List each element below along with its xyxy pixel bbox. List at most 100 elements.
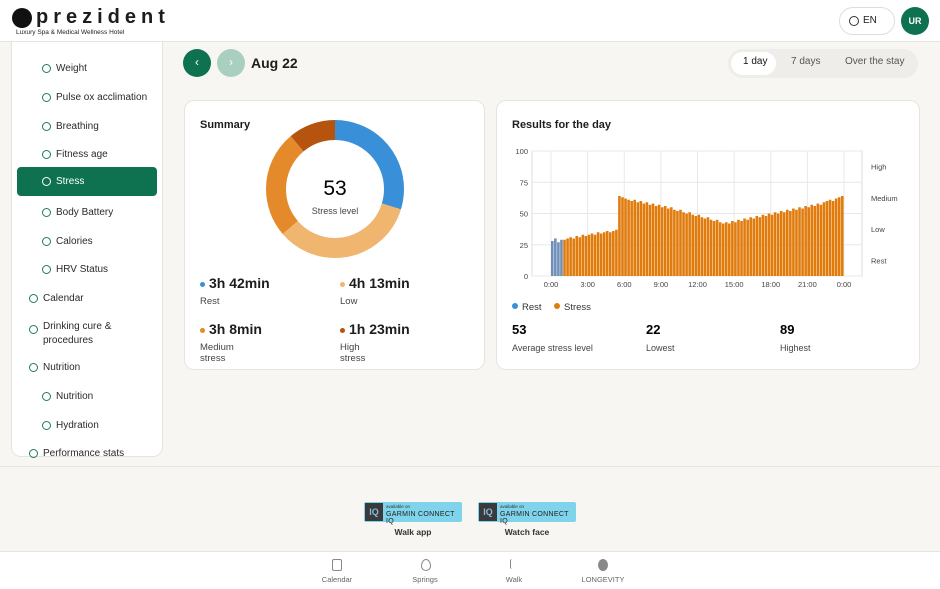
donut-chart: 53 Stress level xyxy=(266,120,404,258)
bar xyxy=(618,196,621,276)
bar xyxy=(703,218,707,276)
menu-label: Hydration xyxy=(56,420,99,431)
bar xyxy=(819,204,823,276)
bar xyxy=(633,199,637,276)
x-tick-label: 3:00 xyxy=(580,280,595,289)
bar xyxy=(657,204,661,276)
badge-top: available on xyxy=(386,504,411,509)
center-label: Stress level xyxy=(312,206,359,216)
menu-item[interactable]: Hydration xyxy=(42,420,99,431)
bar xyxy=(578,237,582,276)
legend-value-text: 3h 8min xyxy=(209,321,262,337)
menu-label: Stress xyxy=(56,176,85,187)
app-badge[interactable]: IQ available on GARMIN CONNECT IQ xyxy=(478,502,576,525)
bar xyxy=(581,234,585,276)
bar xyxy=(715,219,719,276)
bar xyxy=(731,221,734,276)
results-card: Results for the day 0 25 50 75 100 0:00 3:00 6:… xyxy=(496,100,920,370)
stat-value: 22 xyxy=(646,322,660,337)
menu-item[interactable]: Drinking cure & procedures xyxy=(29,320,133,348)
bar xyxy=(755,216,759,276)
bar xyxy=(706,217,710,276)
badge-main: GARMIN CONNECT IQ xyxy=(386,511,455,525)
bar xyxy=(654,206,658,276)
menu-item[interactable]: Weight xyxy=(42,63,87,74)
app-badge[interactable]: IQ available on GARMIN CONNECT IQ xyxy=(364,502,462,525)
stat-value: 53 xyxy=(512,322,526,337)
nav-item[interactable]: Springs xyxy=(412,575,438,584)
menu-label: Body Battery xyxy=(56,207,114,218)
menu-item[interactable]: Body Battery xyxy=(42,207,114,218)
next-day-button[interactable]: › xyxy=(217,49,245,77)
bar xyxy=(639,201,643,276)
legend-label: Medium stress xyxy=(200,342,234,364)
avatar[interactable]: UR xyxy=(901,7,929,35)
menu-item[interactable]: Fitness age xyxy=(42,149,108,160)
menu-item[interactable]: Nutrition xyxy=(29,362,80,373)
menu-item[interactable]: Nutrition xyxy=(42,391,93,402)
menu-item[interactable]: Calendar xyxy=(29,293,84,304)
nav-icon xyxy=(421,559,431,571)
tab[interactable]: 1 day xyxy=(743,56,768,67)
tab[interactable]: Over the stay xyxy=(845,56,905,67)
bar xyxy=(837,197,841,276)
legend-dot xyxy=(554,303,560,309)
bar xyxy=(734,222,737,276)
bar xyxy=(743,218,746,276)
bar xyxy=(816,203,820,276)
legend-dot xyxy=(200,327,205,333)
bar xyxy=(630,201,633,276)
bar xyxy=(596,232,600,276)
menu-item[interactable]: Performance stats xyxy=(29,448,124,459)
menu-item-active[interactable]: Stress xyxy=(17,167,157,196)
bar xyxy=(786,209,789,276)
bar xyxy=(810,204,814,276)
legend-label: Stress xyxy=(564,302,591,313)
prev-day-button[interactable]: ‹ xyxy=(183,49,211,77)
bar xyxy=(721,223,725,276)
nav-item[interactable]: Walk xyxy=(505,575,523,584)
bar xyxy=(584,236,588,276)
card-title: Summary xyxy=(200,119,251,131)
bar xyxy=(560,239,563,276)
bar xyxy=(804,206,807,276)
nav-icon xyxy=(510,559,519,569)
bar xyxy=(807,207,810,276)
language: EN xyxy=(863,15,877,26)
bar xyxy=(590,233,594,276)
nav-item[interactable]: Calendar xyxy=(321,575,353,584)
x-tick-label: 15:00 xyxy=(725,280,744,289)
language-button[interactable]: EN xyxy=(839,7,895,35)
bar xyxy=(770,214,774,276)
bar xyxy=(798,207,801,276)
legend-label: Low xyxy=(340,296,358,307)
stat-value: 89 xyxy=(780,322,794,337)
stat-label: Highest xyxy=(780,343,811,353)
zone-label: High xyxy=(871,163,886,172)
bar xyxy=(572,238,575,276)
nav-icon xyxy=(332,559,342,571)
nav-item[interactable]: LONGEVITY xyxy=(581,575,625,584)
legend-value-text: 1h 23min xyxy=(349,321,410,337)
stat-label: Average stress level xyxy=(512,343,593,353)
nav-icon xyxy=(598,559,608,571)
x-tick-label: 6:00 xyxy=(617,280,632,289)
menu-item[interactable]: Breathing xyxy=(42,121,99,132)
menu-item[interactable]: Pulse ox acclimation xyxy=(42,92,147,103)
donut-segment xyxy=(266,120,404,258)
y-tick-label: 50 xyxy=(520,210,528,219)
bar xyxy=(608,232,612,276)
bar xyxy=(566,238,569,276)
bar xyxy=(602,232,606,276)
bar xyxy=(746,219,749,276)
menu-item[interactable]: HRV Status xyxy=(42,264,108,275)
bar xyxy=(758,217,762,276)
legend-dot xyxy=(340,281,345,287)
bar xyxy=(587,234,591,276)
bar xyxy=(663,206,667,276)
bar xyxy=(764,216,768,276)
menu-item[interactable]: Calories xyxy=(42,236,93,247)
tab[interactable]: 7 days xyxy=(791,56,821,67)
x-tick-label: 12:00 xyxy=(688,280,707,289)
